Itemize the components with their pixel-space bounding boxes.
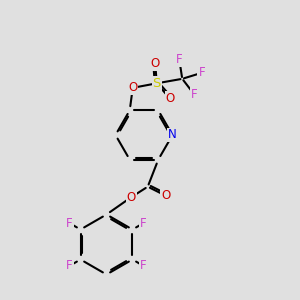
Text: F: F <box>176 53 183 66</box>
Text: O: O <box>127 191 136 204</box>
Text: F: F <box>191 88 198 101</box>
Text: F: F <box>140 217 147 230</box>
Text: O: O <box>128 81 137 94</box>
Text: F: F <box>198 66 205 79</box>
Text: N: N <box>168 128 177 142</box>
Text: F: F <box>66 259 73 272</box>
Text: O: O <box>161 189 170 202</box>
Text: O: O <box>151 57 160 70</box>
Text: F: F <box>66 217 73 230</box>
Text: O: O <box>166 92 175 105</box>
Text: S: S <box>153 77 161 90</box>
Text: F: F <box>140 259 147 272</box>
